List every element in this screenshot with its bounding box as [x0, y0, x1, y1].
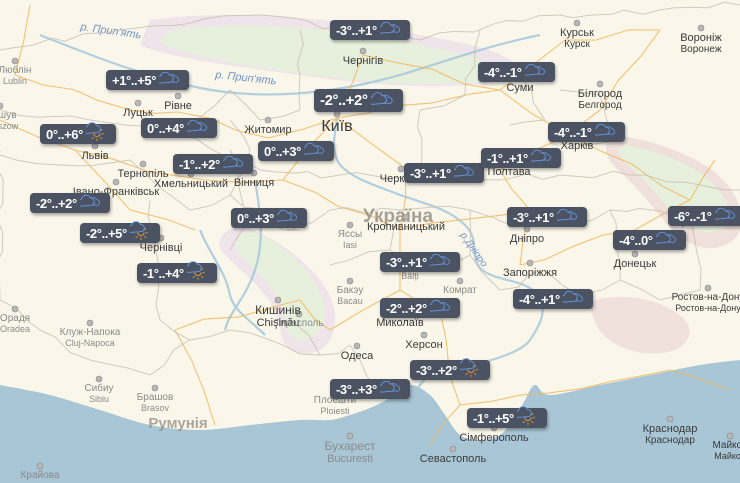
svg-text:Румунія: Румунія: [148, 415, 207, 432]
